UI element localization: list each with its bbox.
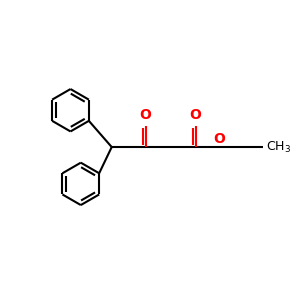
Text: CH$_3$: CH$_3$	[266, 140, 291, 154]
Text: O: O	[190, 108, 202, 122]
Text: O: O	[140, 108, 152, 122]
Text: O: O	[213, 132, 225, 145]
